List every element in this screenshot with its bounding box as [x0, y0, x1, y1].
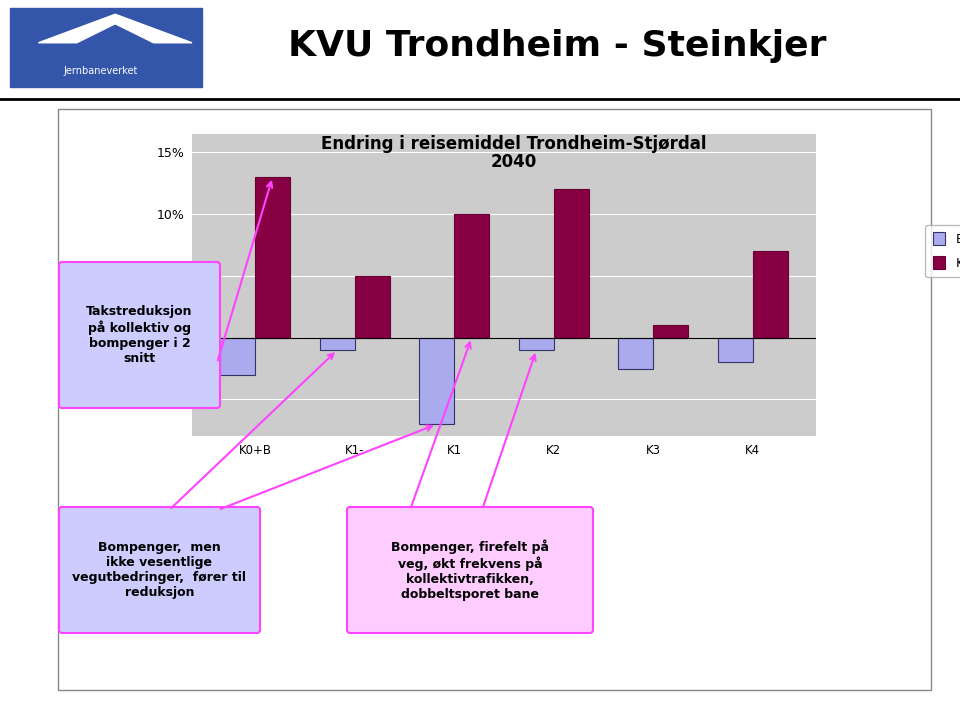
- Bar: [618, 338, 654, 368]
- Bar: [554, 189, 588, 338]
- FancyBboxPatch shape: [10, 8, 202, 87]
- Bar: [519, 338, 554, 350]
- Text: Bompenger, firefelt på
veg, økt frekvens på
kollektivtrafikken,
dobbeltsporet ba: Bompenger, firefelt på veg, økt frekvens…: [391, 539, 549, 601]
- Text: Endring i reisemiddel Trondheim-Stjørdal: Endring i reisemiddel Trondheim-Stjørdal: [321, 135, 707, 153]
- Bar: [255, 177, 290, 338]
- Text: Takstreduksjon
på kollektiv og
bompenger i 2
snitt: Takstreduksjon på kollektiv og bompenger…: [86, 305, 193, 365]
- Bar: [753, 251, 787, 338]
- Text: KVU Trondheim - Steinkjer: KVU Trondheim - Steinkjer: [288, 29, 826, 63]
- Bar: [320, 338, 354, 350]
- Text: 2040: 2040: [491, 153, 537, 171]
- FancyBboxPatch shape: [59, 507, 260, 633]
- Bar: [420, 338, 454, 424]
- Bar: [354, 276, 390, 338]
- Polygon shape: [38, 14, 192, 43]
- Bar: [221, 338, 255, 375]
- Bar: [454, 214, 489, 338]
- FancyBboxPatch shape: [59, 262, 220, 408]
- Bar: [654, 325, 688, 338]
- Text: Jernbaneverket: Jernbaneverket: [63, 66, 138, 76]
- Legend: Bil, Kollektiv: Bil, Kollektiv: [925, 225, 960, 277]
- Bar: [718, 338, 753, 363]
- Text: Bompenger,  men
ikke vesentlige
vegutbedringer,  fører til
reduksjon: Bompenger, men ikke vesentlige vegutbedr…: [73, 541, 247, 599]
- FancyBboxPatch shape: [347, 507, 593, 633]
